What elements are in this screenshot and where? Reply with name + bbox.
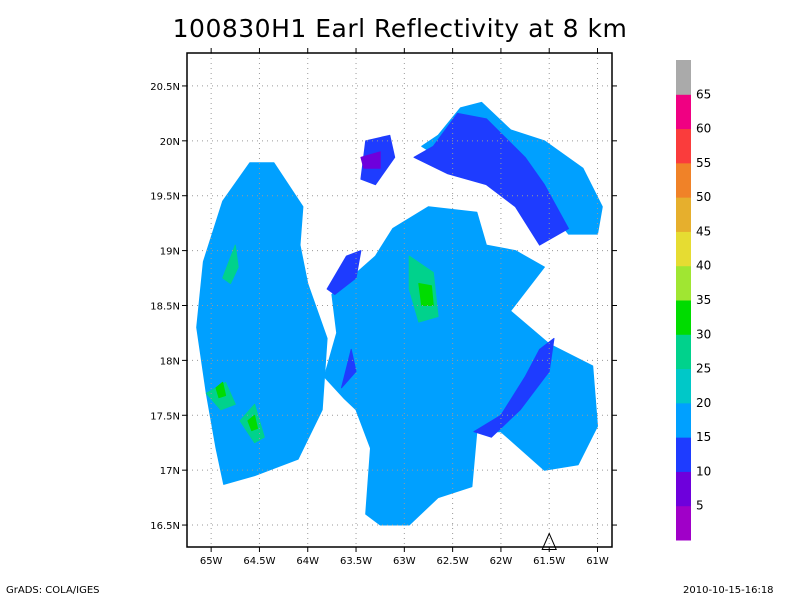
colorbar-label: 45: [696, 224, 711, 238]
reflectivity-region-4: [413, 112, 569, 246]
plot-frame: [186, 52, 613, 548]
reflectivity-region-16: [247, 414, 258, 432]
colorbar-segment: [676, 334, 691, 370]
colorbar-segment: [676, 60, 691, 95]
colorbar-segment: [676, 300, 691, 335]
colorbar-label: 65: [696, 87, 711, 101]
colorbar-label: 25: [696, 362, 711, 376]
colorbar-segment: [676, 402, 691, 438]
colorbar-segment: [676, 128, 691, 164]
y-tick-label: 18N: [160, 356, 180, 367]
colorbar-label: 40: [696, 259, 711, 273]
y-tick-label: 20N: [160, 137, 180, 148]
x-tick-label: 62.5W: [437, 556, 469, 567]
colorbar-segment: [676, 368, 691, 404]
colorbar-segment: [676, 505, 691, 541]
y-tick-label: 18.5N: [150, 301, 180, 312]
colorbar-label: 10: [696, 464, 711, 478]
grads-credit: GrADS: COLA/IGES: [6, 585, 100, 596]
reflectivity-region-6: [326, 250, 362, 295]
y-tick-label: 16.5N: [150, 521, 180, 532]
colorbar-segment: [676, 471, 691, 507]
colorbar-label: 35: [696, 293, 711, 307]
colorbar-segment: [676, 94, 691, 130]
reflectivity-region-9: [360, 151, 381, 169]
x-tick-label: 63.5W: [340, 556, 372, 567]
colorbar-label: 15: [696, 430, 711, 444]
colorbar-label: 20: [696, 396, 711, 410]
colorbar-segment: [676, 231, 691, 267]
x-tick-label: 63W: [393, 556, 416, 567]
colorbar-label: 50: [696, 190, 711, 204]
reflectivity-region-14: [418, 283, 434, 306]
colorbar-label: 5: [696, 499, 704, 513]
colorbar-label: 60: [696, 122, 711, 136]
chart-title: 100830H1 Earl Reflectivity at 8 km: [172, 14, 628, 43]
x-tick-label: 61W: [586, 556, 609, 567]
reflectivity-region-2: [323, 206, 598, 526]
colorbar-segment: [676, 437, 691, 472]
y-tick-label: 19.5N: [150, 192, 180, 203]
colorbar-segment: [676, 162, 691, 198]
reflectivity-region-10: [222, 244, 239, 284]
x-tick-label: 61.5W: [533, 556, 565, 567]
timestamp: 2010-10-15-16:18: [683, 585, 774, 596]
storm-center-marker: [541, 532, 557, 551]
y-tick-label: 17N: [160, 466, 180, 477]
x-tick-label: 64W: [296, 556, 319, 567]
colorbar-segment: [676, 265, 691, 301]
colorbar-segment: [676, 197, 691, 232]
reflectivity-region-15: [215, 381, 227, 399]
colorbar-label: 30: [696, 327, 711, 341]
x-tick-label: 65W: [200, 556, 223, 567]
y-tick-label: 17.5N: [150, 411, 180, 422]
x-tick-label: 64.5W: [243, 556, 275, 567]
x-tick-label: 62W: [490, 556, 513, 567]
colorbar-label: 55: [696, 156, 711, 170]
y-tick-label: 19N: [160, 247, 180, 258]
y-tick-label: 20.5N: [150, 82, 180, 93]
reflectivity-region-7: [341, 348, 357, 389]
